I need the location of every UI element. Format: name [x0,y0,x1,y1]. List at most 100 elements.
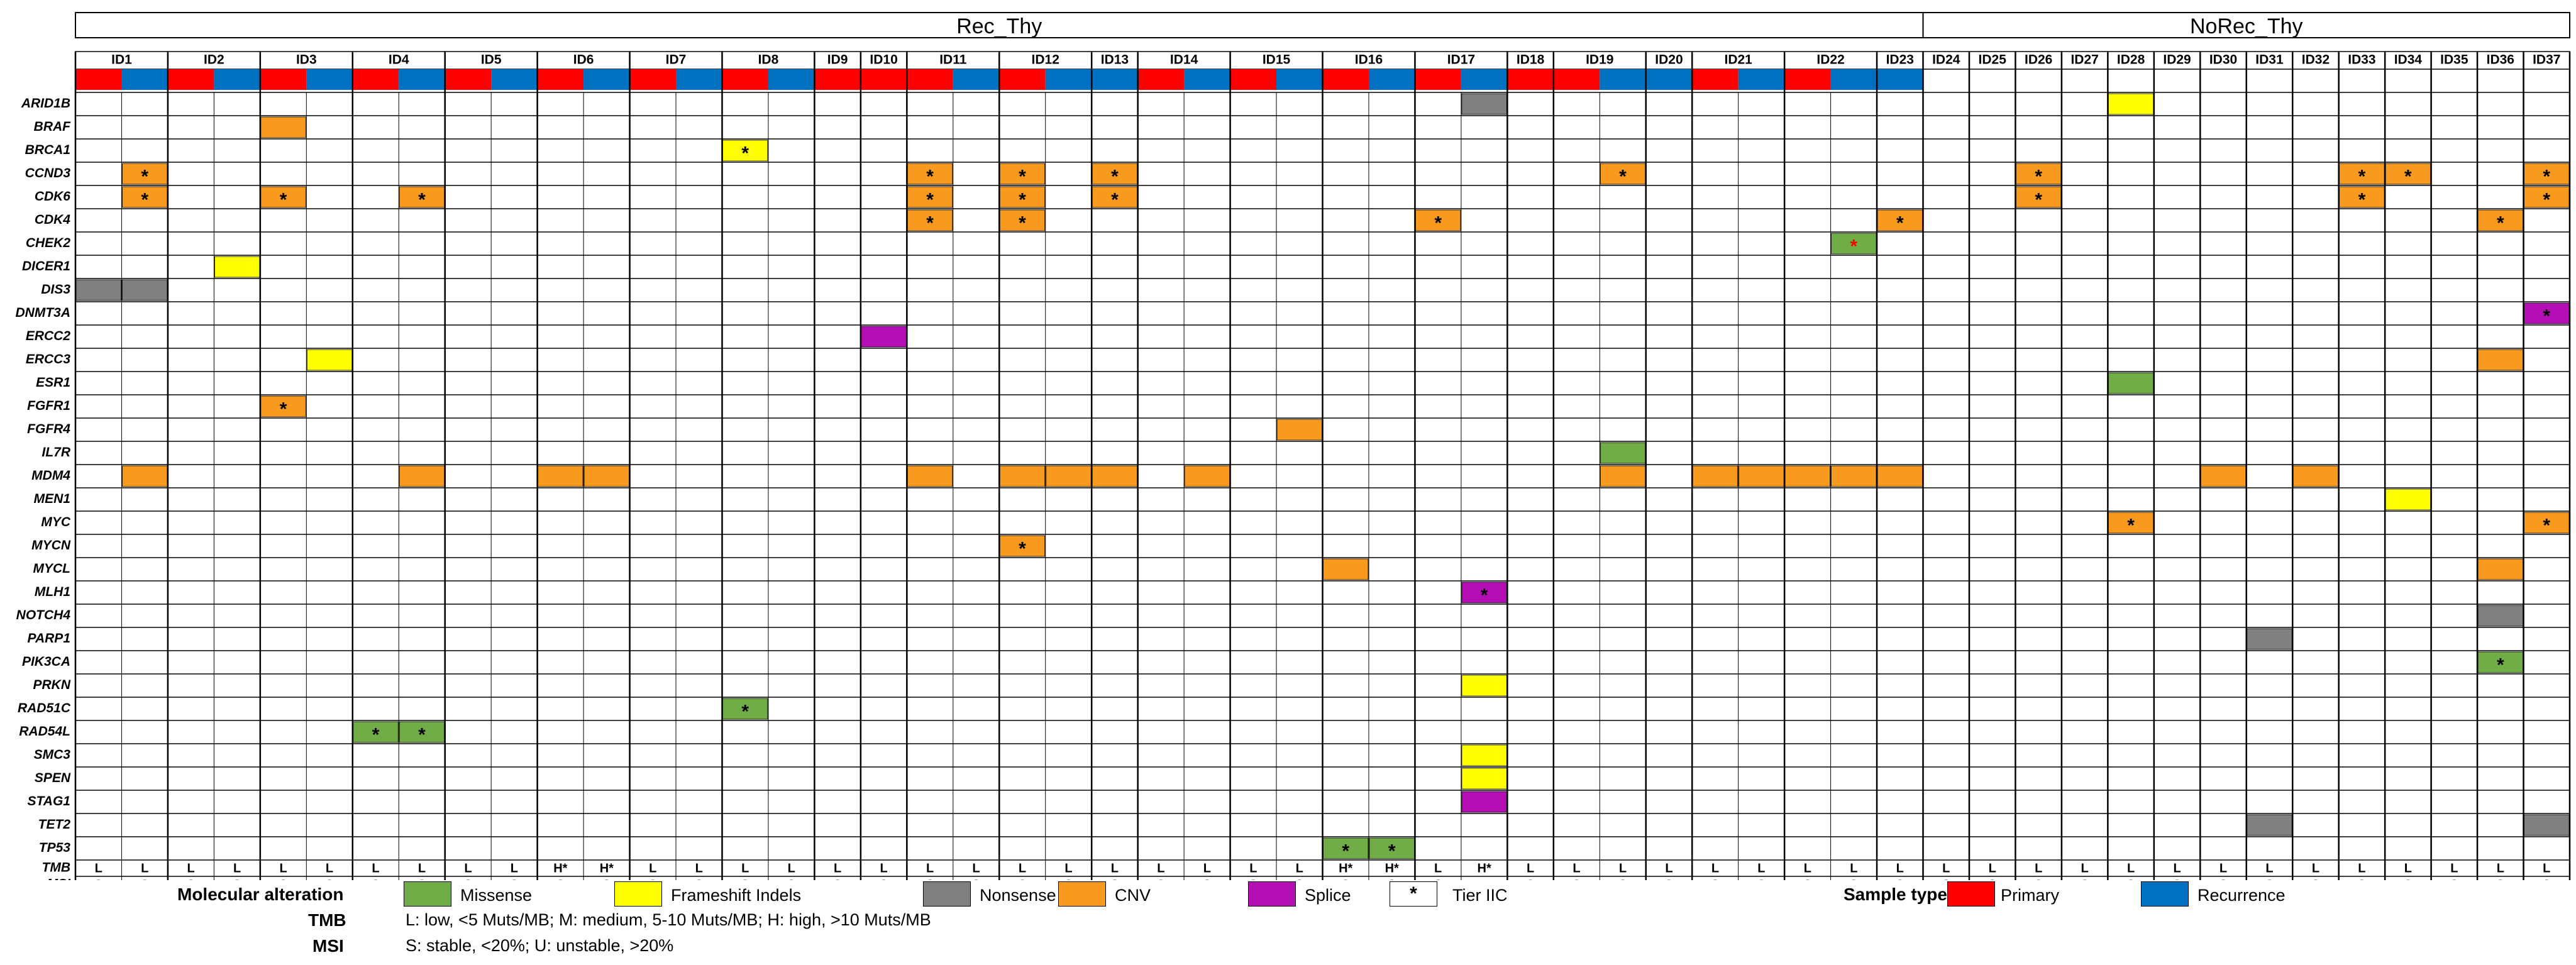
tier-marker: * [1019,166,1026,187]
id-label: ID20 [1655,53,1683,67]
id-label: ID35 [2440,53,2468,67]
tier-marker: * [2358,166,2366,187]
msi-value: S [1896,878,1904,880]
tmb-value: L [1157,861,1164,875]
tmb-value: H* [1385,861,1399,875]
id-label: ID37 [2533,53,2560,67]
group-label-rec: Rec_Thy [956,14,1042,38]
legend-nonsense-label: Nonsense [980,886,1056,905]
tmb-value: H* [553,861,567,875]
id-label: ID33 [2348,53,2375,67]
tmb-value: L [511,861,518,875]
sample-type-bar [399,69,445,90]
tmb-value: L [2497,861,2504,875]
alteration-cell [2477,558,2523,580]
gene-label: CHEK2 [26,236,71,250]
gene-label: MYC [41,515,71,529]
sample-type-bar [1184,69,1230,90]
tier-marker: * [926,212,934,233]
sample-type-bar [1461,69,1508,90]
msi-value: S [1665,878,1673,880]
msi-row-label: MSI [47,877,72,880]
legend-sample-title: Sample type [1844,885,1947,904]
alteration-cell [1092,186,1138,208]
legend-msi-text: S: stable, <20%; U: unstable, >20% [406,936,674,955]
id-label: ID9 [827,53,848,67]
alteration-cell [999,465,1046,487]
tier-marker: * [280,399,287,419]
tier-marker: * [1434,212,1442,233]
alteration-cell [2385,488,2431,510]
id-label: ID30 [2209,53,2237,67]
id-label: ID12 [1032,53,1059,67]
id-label: ID17 [1447,53,1475,67]
alteration-cell [2477,349,2523,371]
tier-marker: * [1019,212,1026,233]
sample-type-bar [1645,69,1693,90]
tmb-value: L [2543,861,2550,875]
tier-marker: * [1896,212,1904,233]
msi-value: S [1711,878,1719,880]
alteration-cell [75,279,121,301]
msi-value: S [1295,878,1303,880]
id-label: ID18 [1517,53,1545,67]
gene-label: MDM4 [31,468,70,483]
msi-value: S [1064,878,1073,880]
id-label: ID28 [2117,53,2145,67]
tmb-value: L [233,861,241,875]
alteration-cell [2247,814,2292,836]
gene-label: PIK3CA [22,654,70,669]
alteration-cell [1092,163,1138,185]
msi-value: S [1526,878,1534,880]
alteration-cell [1739,465,1784,487]
tmb-value: L [1527,861,1534,875]
msi-value: S [1803,878,1811,880]
msi-value: S [880,878,888,880]
msi-value: S [325,878,333,880]
alteration-cell [260,186,306,208]
msi-value: S [695,878,703,880]
legend-frameshift-label: Frameshift Indels [671,886,802,905]
id-label: ID7 [666,53,687,67]
msi-value: S [2035,878,2043,880]
tmb-value: L [1019,861,1026,875]
msi-value: S [2404,878,2412,880]
sample-type-bar [583,69,630,90]
tier-marker: * [1111,166,1119,187]
sample-type-bar [537,69,584,90]
legend-alteration-title: Molecular alteration [177,885,344,904]
tmb-value: L [1942,861,1950,875]
msi-value: S [2543,878,2551,880]
id-label: ID32 [2302,53,2330,67]
alteration-cell [399,186,445,208]
msi-value: S [417,878,426,880]
id-label: ID11 [939,53,967,67]
sample-type-bar [167,69,214,90]
legend-recurrence-label: Recurrence [2197,886,2286,905]
id-label: ID8 [758,53,779,67]
alteration-cell [999,209,1046,231]
tmb-value: L [972,861,980,875]
sample-type-bar [1045,69,1092,90]
alteration-cell [122,163,168,185]
tier-marker: * [141,189,148,210]
legend-missense-label: Missense [460,886,533,905]
alteration-cell [1276,419,1322,441]
tmb-value: L [1896,861,1904,875]
alteration-cell [1600,465,1646,487]
alteration-cell [122,465,168,487]
tmb-value: L [2312,861,2319,875]
msi-value: S [1388,878,1396,880]
msi-value: S [972,878,980,880]
sample-type-bar [306,69,353,90]
msi-value: S [1157,878,1165,880]
gene-label: ESR1 [36,375,70,390]
id-label: ID16 [1355,53,1383,67]
id-label: ID31 [2255,53,2284,67]
tmb-value: L [2219,861,2227,875]
alteration-cell [2477,605,2523,627]
tier-marker: * [2404,166,2412,187]
tier-marker: * [2543,306,2550,326]
msi-value: S [2219,878,2227,880]
msi-value: S [1434,878,1442,880]
